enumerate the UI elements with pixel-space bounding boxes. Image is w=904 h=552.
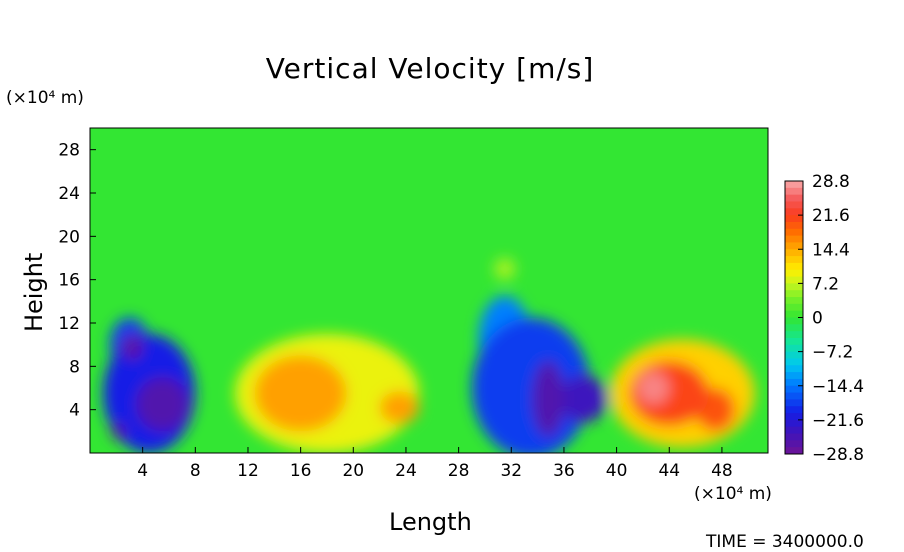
x-tick-label: 32	[500, 461, 522, 481]
x-tick-label: 48	[711, 461, 733, 481]
x-tick-label: 12	[237, 461, 259, 481]
colorbar-band	[785, 269, 803, 278]
x-tick-label: 4	[137, 461, 148, 481]
colorbar-tick-label: −28.8	[812, 445, 864, 465]
colorbar-band	[785, 215, 803, 223]
colorbar-band	[785, 276, 803, 284]
x-tick-label: 20	[342, 461, 364, 481]
y-tick-label: 16	[58, 271, 80, 291]
x-tick-label: 24	[395, 461, 417, 481]
colorbar-band	[785, 385, 803, 394]
colorbar-band	[785, 221, 803, 230]
colorbar-band	[785, 208, 803, 216]
heatmap-cell	[136, 377, 189, 432]
colorbar-band	[785, 283, 803, 291]
colorbar-band	[785, 419, 803, 428]
colorbar-band	[785, 242, 803, 250]
colorbar-band	[785, 290, 803, 298]
y-tick-label: 4	[69, 401, 80, 421]
colorbar-band	[785, 324, 803, 332]
colorbar-band	[785, 331, 803, 339]
x-tick-label: 28	[448, 461, 470, 481]
colorbar-tick-label: −21.6	[812, 411, 864, 431]
colorbar-band	[785, 440, 803, 448]
colorbar-band	[785, 303, 803, 312]
colorbar-band	[785, 256, 803, 264]
y-tick-label: 20	[58, 227, 80, 247]
x-tick-label: 36	[553, 461, 575, 481]
colorbar-tick-label: −7.2	[812, 343, 853, 363]
colorbar-band	[785, 201, 803, 209]
colorbar: 28.8 21.6 14.4 7.2 0 −7.2 −14.4 −21.6 −28.8	[784, 172, 864, 465]
colorbar-band	[785, 426, 803, 435]
x-tick-label: 44	[658, 461, 680, 481]
heatmap-cell	[559, 375, 608, 423]
heatmap-field	[90, 128, 768, 453]
colorbar-band	[785, 249, 803, 257]
y-tick-label: 28	[58, 141, 80, 161]
colorbar-band	[785, 187, 803, 196]
colorbar-tick-label: 7.2	[812, 274, 839, 294]
y-tick-label: 12	[58, 314, 80, 334]
colorbar-tick-label: 28.8	[812, 172, 850, 192]
heatmap-cell	[254, 355, 347, 432]
colorbar-band	[785, 365, 803, 373]
y-axis-label: Height	[20, 252, 48, 332]
x-tick-label: 40	[606, 461, 628, 481]
colorbar-band	[785, 344, 803, 353]
colorbar-band	[785, 310, 803, 318]
x-axis-label: Length	[389, 508, 472, 536]
colorbar-band	[785, 181, 803, 189]
colorbar-band	[785, 413, 803, 421]
colorbar-band	[785, 433, 803, 441]
time-readout: TIME = 3400000.0	[706, 532, 864, 552]
colorbar-band	[785, 447, 803, 455]
heatmap-cell	[121, 333, 143, 360]
colorbar-band	[785, 228, 803, 237]
colorbar-band	[785, 337, 803, 346]
y-tick-label: 8	[69, 357, 80, 377]
x-axis-unit: (×10⁴ m)	[694, 484, 772, 504]
y-tick-label: 24	[58, 184, 80, 204]
x-tick-label: 8	[190, 461, 201, 481]
colorbar-band	[785, 399, 803, 407]
colorbar-tick-label: 0	[812, 309, 823, 329]
chart-title: Vertical Velocity [m/s]	[265, 52, 595, 85]
heatmap-cell	[532, 360, 564, 437]
colorbar-band	[785, 235, 803, 243]
colorbar-tick-label: 14.4	[812, 240, 850, 260]
plot-frame	[89, 127, 769, 454]
colorbar-band	[785, 406, 803, 414]
colorbar-tick-label: −14.4	[812, 377, 864, 397]
heatmap-cell	[379, 391, 420, 424]
colorbar-band	[785, 378, 803, 387]
colorbar-band	[785, 297, 803, 305]
colorbar-band	[785, 351, 803, 359]
x-tick-label: 16	[290, 461, 312, 481]
heatmap-cell	[494, 258, 516, 280]
colorbar-band	[785, 358, 803, 366]
colorbar-band	[785, 372, 803, 380]
colorbar-band	[785, 194, 803, 202]
heatmap-cell	[111, 422, 127, 441]
colorbar-tick-label: 21.6	[812, 206, 850, 226]
colorbar-band	[785, 392, 803, 400]
y-axis-unit: (×10⁴ m)	[6, 88, 84, 108]
heatmap-cell	[637, 371, 670, 405]
colorbar-band	[785, 262, 803, 271]
colorbar-band	[785, 317, 803, 325]
